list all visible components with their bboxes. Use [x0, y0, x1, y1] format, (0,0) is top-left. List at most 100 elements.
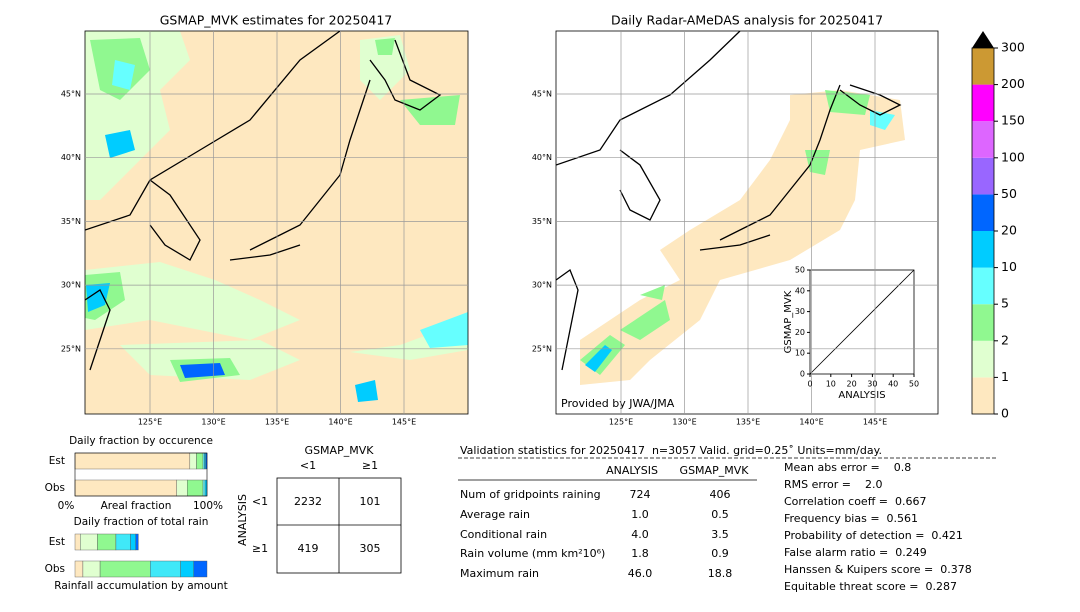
row-label: Rain volume (mm km²10⁶)	[460, 547, 605, 560]
cell: 101	[360, 495, 381, 508]
colorbar-label: 100	[1001, 149, 1025, 164]
bar-title: Daily fraction of total rain	[74, 516, 209, 528]
x-tick-label: 125°E	[609, 418, 633, 427]
colorbar-label: 150	[1001, 113, 1025, 128]
bar-segment	[115, 533, 131, 551]
bar-segment	[196, 452, 204, 470]
cell: 0.5	[711, 508, 729, 521]
y-tick-label: 40°N	[532, 153, 552, 162]
bar-segment	[74, 452, 191, 470]
x-tick-label: 0	[807, 380, 812, 389]
row-label: Conditional rain	[460, 528, 547, 541]
cell: 1.0	[631, 508, 649, 521]
axis-label: Rainfall accumulation by amount	[54, 580, 227, 592]
row-label: Obs	[45, 482, 65, 494]
bar-segment	[189, 452, 197, 470]
cell: 4.0	[631, 528, 649, 541]
colorbar-segment	[972, 377, 994, 414]
axis-label: 100%	[193, 500, 223, 512]
bar-segment	[74, 533, 81, 551]
cell: 46.0	[628, 567, 653, 580]
rain-field	[556, 31, 905, 385]
x-tick-label: 10	[826, 380, 836, 389]
cell: 419	[298, 542, 319, 555]
table-title: GSMAP_MVK	[305, 444, 375, 457]
y-tick-label: 20	[795, 328, 805, 337]
row-label: Average rain	[460, 508, 530, 521]
y-tick-label: 25°N	[532, 344, 552, 353]
cell: 3.5	[711, 528, 729, 541]
score: Frequency bias = 0.561	[784, 512, 918, 525]
diagonal	[809, 269, 915, 375]
colorbar-segment	[972, 121, 994, 158]
colorbar-segment	[972, 194, 994, 231]
stats-title: Validation statistics for 20250417 n=305…	[460, 444, 882, 457]
y-tick-label: 10	[795, 349, 805, 358]
colorbar-label: 0	[1001, 406, 1009, 421]
col-label: <1	[300, 459, 316, 472]
row-label: Maximum rain	[460, 567, 539, 580]
col-label: ≥1	[362, 459, 378, 472]
x-tick-label: 40	[888, 380, 898, 389]
cell: 406	[710, 488, 731, 501]
row-title: ANALYSIS	[236, 494, 249, 546]
colorbar-segment	[972, 267, 994, 305]
map-title: GSMAP_MVK estimates for 20250417	[160, 13, 393, 28]
axis-label: 0%	[58, 500, 75, 512]
x-tick-label: 125°E	[138, 418, 162, 427]
colorbar-segment	[972, 231, 994, 268]
score: Hanssen & Kuipers score = 0.378	[784, 563, 972, 576]
x-tick-label: 140°E	[799, 418, 823, 427]
bar-segment	[193, 560, 208, 578]
colorbar-label: 200	[1001, 76, 1025, 91]
x-tick-label: 145°E	[863, 418, 887, 427]
y-tick-label: 45°N	[532, 90, 552, 99]
x-tick-label: 145°E	[392, 418, 416, 427]
cell: 724	[630, 488, 651, 501]
cell: 0.9	[711, 547, 729, 560]
row-label: <1	[252, 495, 268, 508]
map-title: Daily Radar-AMeDAS analysis for 20250417	[611, 13, 883, 28]
colorbar-label: 50	[1001, 186, 1017, 201]
y-tick-label: 50	[795, 266, 805, 275]
score: RMS error = 2.0	[784, 478, 882, 491]
inset-ylabel: GSMAP_MVK	[783, 290, 794, 353]
bar-segment	[74, 560, 84, 578]
row-label: ≥1	[252, 542, 268, 555]
bar-segment	[135, 533, 139, 551]
colorbar-label: 2	[1001, 332, 1009, 347]
bar-segment	[97, 533, 117, 551]
colorbar-segment	[972, 304, 994, 341]
x-tick-label: 50	[909, 380, 919, 389]
score: False alarm ratio = 0.249	[784, 546, 927, 559]
y-tick-label: 30	[795, 307, 805, 316]
colorbar-label: 20	[1001, 223, 1017, 238]
map-frame	[555, 30, 939, 415]
col-header: GSMAP_MVK	[680, 464, 750, 477]
cell: 305	[360, 542, 381, 555]
y-tick-label: 35°N	[61, 217, 81, 226]
y-tick-label: 35°N	[532, 217, 552, 226]
cell: 1.8	[631, 547, 649, 560]
y-tick-label: 0	[800, 370, 805, 379]
score: Equitable threat score = 0.287	[784, 580, 957, 593]
row-label: Est	[49, 536, 65, 548]
bar-segment	[186, 479, 204, 497]
map-frame	[84, 30, 469, 415]
bar-segment	[130, 533, 136, 551]
score: Probability of detection = 0.421	[784, 529, 963, 542]
y-tick-label: 30°N	[61, 281, 81, 290]
bar-segment	[80, 533, 98, 551]
bar-segment	[150, 560, 181, 578]
x-tick-label: 20	[847, 380, 857, 389]
credit: Provided by JWA/JMA	[561, 397, 675, 410]
bar-segment	[202, 479, 206, 497]
x-tick-label: 135°E	[265, 418, 289, 427]
row-label: Obs	[45, 563, 65, 575]
axis-label: Areal fraction	[101, 500, 172, 512]
score: Correlation coeff = 0.667	[784, 495, 926, 508]
col-header: ANALYSIS	[606, 464, 658, 477]
colorbar-label: 5	[1001, 296, 1009, 311]
colorbar-segment	[972, 340, 994, 378]
bar-frame	[74, 452, 208, 497]
